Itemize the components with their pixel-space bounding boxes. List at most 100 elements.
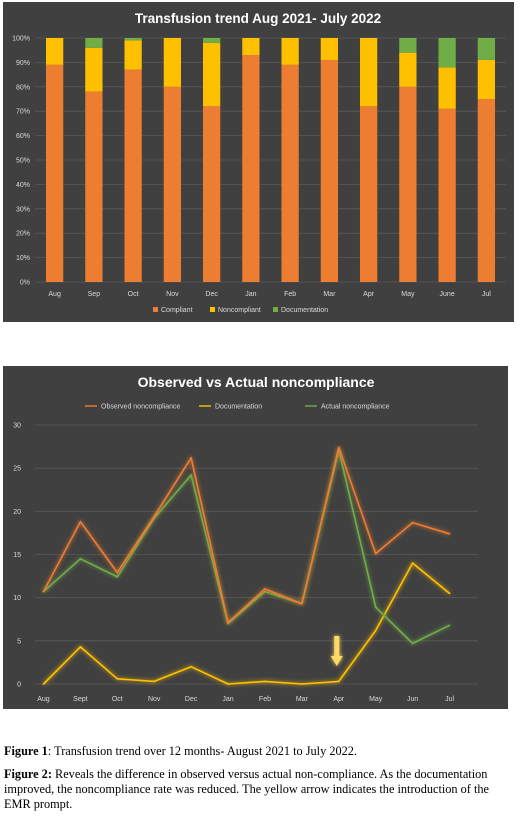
point-observed-noncompliance (337, 446, 340, 449)
bar-noncompliant (242, 38, 260, 56)
legend-label-noncompliant: Noncompliant (218, 307, 261, 314)
point-documentation (411, 562, 414, 565)
y-tick-label: 15 (13, 552, 21, 559)
x-tick-label: Feb (259, 696, 271, 703)
bar-compliant (202, 106, 221, 282)
y-tick-label: 70% (16, 109, 30, 116)
y-tick-label: 20% (16, 231, 30, 238)
bar-compliant (242, 55, 260, 282)
x-tick-label: Jan (245, 291, 256, 298)
x-tick-label: Aug (48, 291, 61, 298)
point-documentation (374, 629, 377, 632)
point-observed-noncompliance (42, 590, 45, 593)
bar-compliant (320, 59, 339, 283)
arrow-head (330, 656, 343, 666)
bar-documentation (202, 38, 221, 43)
bar-documentation (477, 38, 496, 60)
bar-noncompliant (477, 59, 496, 99)
x-tick-label: June (440, 291, 455, 298)
bar-noncompliant (438, 67, 456, 109)
x-tick-label: Aug (37, 696, 50, 703)
x-tick-label: Nov (166, 291, 179, 298)
bar-compliant (85, 91, 103, 283)
figure-1-caption: Figure 1: Transfusion trend over 12 mont… (4, 744, 518, 759)
legend-label-documentation: Documentation (281, 307, 328, 314)
point-documentation (42, 683, 45, 685)
x-tick-label: Jul (482, 291, 491, 298)
bar-documentation (124, 38, 142, 41)
point-actual-noncompliance (116, 576, 119, 578)
point-documentation (264, 680, 266, 683)
point-observed-noncompliance (79, 520, 82, 523)
point-observed-noncompliance (374, 552, 377, 555)
point-actual-noncompliance (374, 606, 377, 609)
point-observed-noncompliance (300, 602, 303, 605)
chart-title: Observed vs Actual noncompliance (138, 374, 375, 390)
point-actual-noncompliance (448, 624, 451, 627)
x-tick-label: Apr (333, 696, 345, 703)
bar-compliant (438, 108, 456, 282)
y-tick-label: 10 (13, 595, 21, 602)
y-tick-label: 80% (16, 84, 30, 91)
x-tick-label: Mar (323, 291, 336, 298)
x-tick-label: Jan (222, 696, 233, 703)
y-tick-label: 30% (16, 206, 30, 213)
point-observed-noncompliance (227, 621, 229, 624)
figure-2-text: Reveals the difference in observed versu… (4, 767, 489, 811)
bar-noncompliant (399, 52, 417, 87)
x-tick-label: Dec (185, 696, 198, 703)
point-observed-noncompliance (190, 456, 193, 459)
point-observed-noncompliance (448, 532, 451, 535)
x-tick-label: Jun (407, 696, 418, 703)
x-tick-label: Apr (363, 291, 375, 298)
point-documentation (337, 680, 340, 683)
x-tick-label: Jul (445, 696, 454, 703)
x-tick-label: Nov (148, 696, 161, 703)
bar-compliant (163, 86, 182, 282)
figure-1-label: Figure 1 (4, 744, 48, 758)
point-observed-noncompliance (116, 571, 119, 574)
point-documentation (153, 680, 156, 683)
observed-vs-actual-chart: Observed vs Actual noncompliance 0 5 10 15 20… (3, 366, 508, 709)
y-tick-label: 0 (17, 682, 21, 689)
x-tick-label: Oct (128, 291, 139, 298)
bar-compliant (399, 86, 417, 282)
bar-noncompliant (85, 47, 103, 92)
bar-noncompliant (202, 42, 221, 107)
point-documentation (227, 683, 229, 685)
point-observed-noncompliance (411, 521, 414, 524)
line-observed-noncompliance (42, 446, 450, 624)
legend-swatch-noncompliant (210, 307, 215, 312)
point-actual-noncompliance (411, 642, 414, 645)
y-tick-label: 25 (13, 466, 21, 473)
x-tick-label: May (369, 696, 383, 703)
y-tick-label: 5 (17, 638, 21, 645)
legend-swatch-documentation (273, 307, 278, 312)
bar-documentation (438, 38, 456, 68)
bar-compliant (359, 106, 378, 282)
x-tick-label: Sep (88, 291, 101, 298)
y-tick-label: 30 (13, 423, 21, 430)
y-tick-label: 90% (16, 60, 30, 67)
legend-label-actual-noncompliance: Actual noncompliance (321, 404, 390, 411)
figure-2-caption: Figure 2: Reveals the difference in obse… (4, 767, 518, 812)
point-actual-noncompliance (264, 590, 266, 593)
annotation-arrow-icon (330, 636, 343, 666)
x-tick-label: Mar (296, 696, 309, 703)
bar-documentation (399, 38, 417, 53)
bar-compliant (477, 99, 496, 282)
chart-title: Transfusion trend Aug 2021- July 2022 (135, 11, 381, 26)
line-actual-noncompliance (42, 449, 450, 645)
point-actual-noncompliance (79, 557, 82, 560)
y-tick-label: 0% (20, 280, 30, 287)
x-tick-label: Sept (73, 696, 87, 703)
y-tick-label: 100% (12, 36, 30, 43)
point-documentation (300, 683, 303, 685)
point-observed-noncompliance (264, 588, 266, 590)
x-tick-label: Oct (112, 696, 123, 703)
y-tick-label: 60% (16, 133, 30, 140)
bar-compliant (45, 64, 64, 282)
x-tick-label: Dec (205, 291, 218, 298)
legend-swatch-compliant (153, 307, 158, 312)
legend-label-compliant: Compliant (161, 307, 193, 314)
